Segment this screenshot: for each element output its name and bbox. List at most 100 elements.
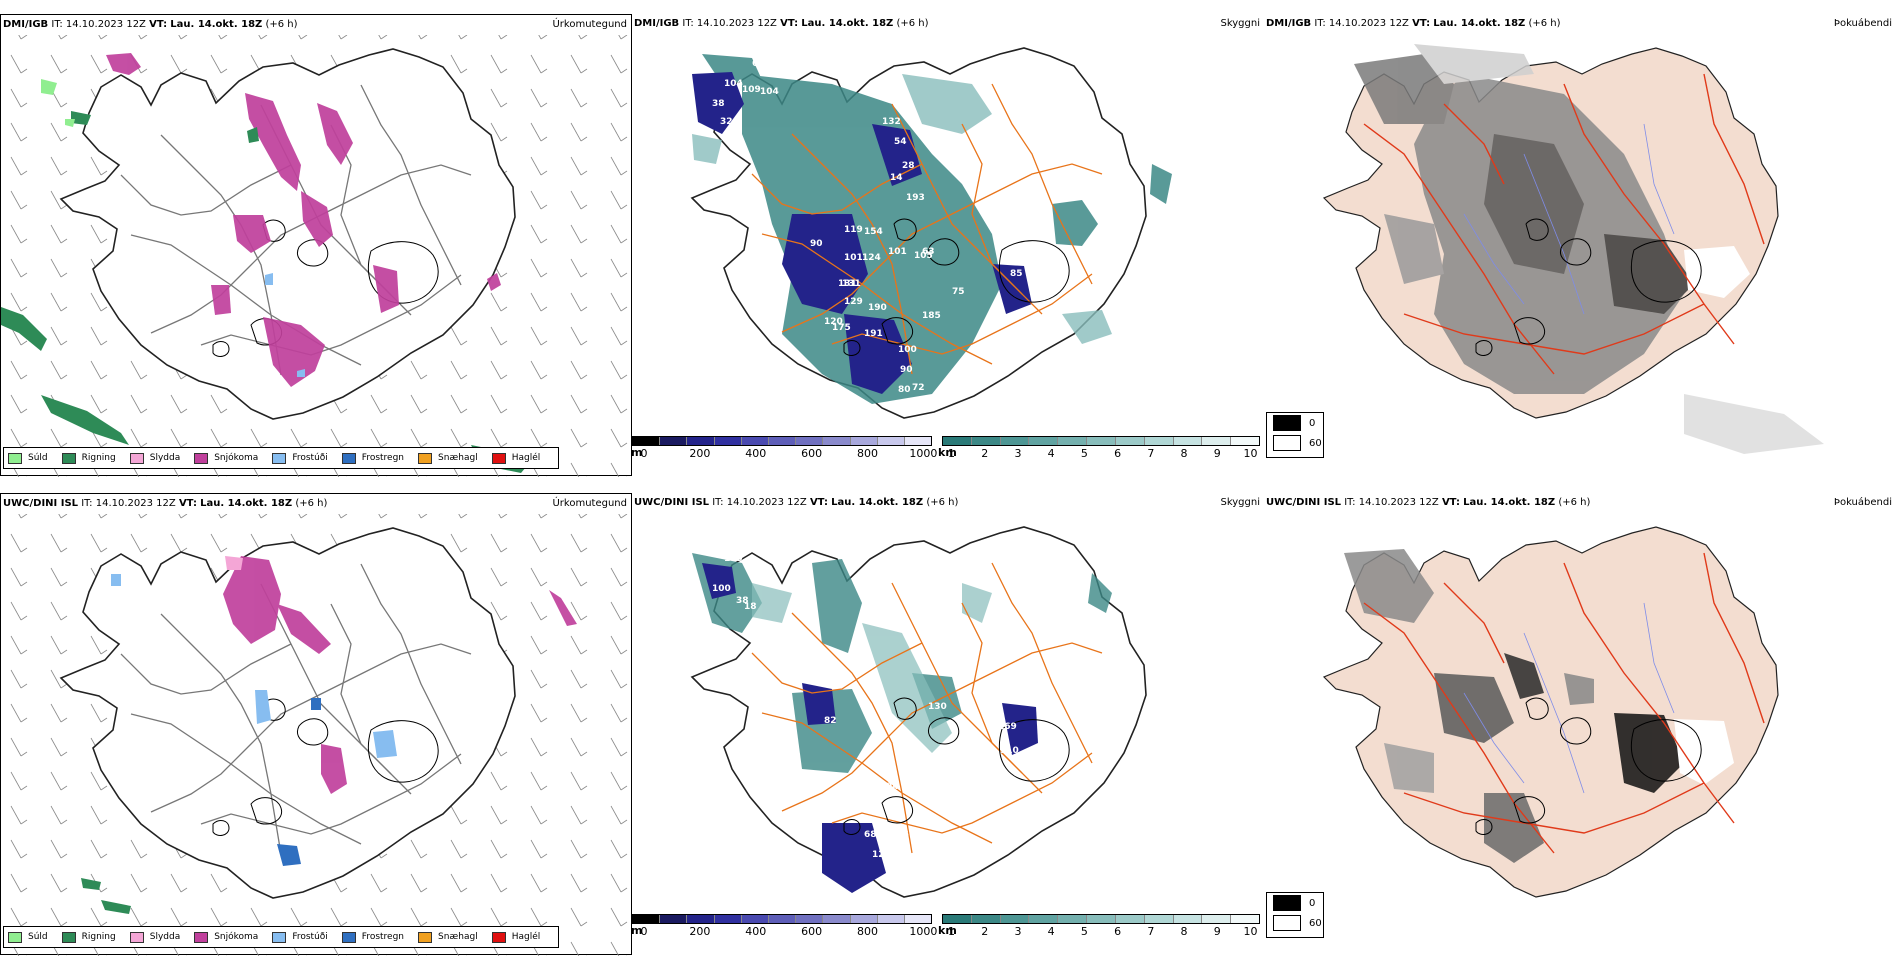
legend-label: Rigning	[81, 453, 116, 463]
cloud-base-label: 124	[862, 253, 881, 263]
lead-time: (+6 h)	[265, 19, 298, 30]
colorbar-swatch	[904, 437, 932, 445]
cloud-base-label: 100	[712, 584, 731, 594]
vt-value: Lau. 14.okt. 18Z	[801, 18, 894, 29]
colorbar-swatch	[1115, 915, 1145, 923]
legend-label: Snjókoma	[214, 453, 259, 463]
fog-legend-label: 0	[1309, 897, 1316, 909]
colorbar-swatch	[1029, 915, 1059, 923]
legend-item: Rigning	[61, 452, 116, 464]
cloud-base-label: 166	[890, 830, 909, 840]
legend-label: Súld	[28, 932, 48, 942]
fog-legend-swatch	[1273, 435, 1301, 451]
colorbar-swatch	[1115, 437, 1145, 445]
legend-swatch	[61, 452, 76, 464]
vt-label: VT:	[780, 18, 799, 29]
precip-map	[1, 35, 633, 477]
cloud-base-label: 82	[824, 716, 837, 726]
cloud-base-label: 72	[912, 383, 925, 393]
legend-swatch	[341, 931, 356, 943]
colorbar-swatch	[796, 437, 824, 445]
fog-legend-item: 0	[1267, 413, 1323, 433]
colorbar-tick-label: 4	[1047, 925, 1055, 938]
it-label: IT:	[712, 497, 724, 508]
panel-header: DMI/IGB IT: 14.10.2023 12Z VT: Lau. 14.o…	[1266, 18, 1892, 29]
fog-legend-swatch	[1273, 415, 1301, 431]
legend-swatch	[341, 452, 356, 464]
cloud-base-label: 131	[842, 279, 861, 289]
legend-item: Slydda	[129, 931, 180, 943]
model-name: DMI/IGB	[3, 19, 49, 30]
cloud-base-label: 28	[902, 161, 915, 171]
cloud-base-label: 94	[886, 782, 899, 792]
cloud-base-label: 129	[844, 297, 863, 307]
colorbar-tick-label: 10	[1243, 925, 1258, 938]
cloud-base-label: 104	[724, 79, 743, 89]
legend-label: Snæhagl	[438, 932, 478, 942]
cloud-base-label: 193	[906, 193, 925, 203]
vt-label: VT:	[1412, 18, 1431, 29]
lead-time: (+6 h)	[1558, 497, 1591, 508]
model-name: DMI/IGB	[1266, 18, 1312, 29]
colorbar-tick-label: 400	[745, 447, 767, 460]
visibility-colorbar-top: 1 2 3 4 5 6 7 8 9 10 km	[938, 436, 1260, 460]
legend-label: Slydda	[149, 453, 181, 463]
it-label: IT:	[81, 498, 93, 509]
legend-item: Frostregn	[341, 452, 405, 464]
legend-label: Haglél	[511, 453, 541, 463]
colorbar-tick-label: 0	[640, 925, 648, 938]
fog-legend-item: 0	[1267, 893, 1323, 913]
model-name: UWC/DINI ISL	[634, 497, 710, 508]
colorbar-swatch	[660, 915, 688, 923]
legend-item: Haglél	[491, 931, 540, 943]
fog-legend-top: 0 60	[1266, 412, 1324, 458]
legend-label: Frostúði	[292, 453, 328, 463]
colorbar-tick-label: 5	[1080, 925, 1088, 938]
cloud-base-colorbar-bottom: 0 200 400 600 800 1000 m	[631, 914, 937, 938]
cloud-base-label: 75	[952, 287, 965, 297]
colorbar-tick-label: 2	[981, 447, 989, 460]
fog-legend-item: 60	[1267, 913, 1323, 933]
legend-item: Súld	[8, 452, 48, 464]
legend-label: Súld	[28, 453, 48, 463]
fog-legend-swatch	[1273, 895, 1301, 911]
it-value: 14.10.2023 12Z	[726, 497, 807, 508]
colorbar-swatch	[1087, 915, 1116, 923]
lead-time: (+6 h)	[295, 498, 328, 509]
vt-value: Lau. 14.okt. 18Z	[1433, 18, 1526, 29]
colorbar-swatch	[768, 915, 797, 923]
cloud-base-label: 104	[760, 87, 779, 97]
fog-map	[1323, 526, 1779, 898]
colorbar-swatch	[1000, 915, 1030, 923]
cloud-base-label: 185	[922, 311, 941, 321]
cloud-base-label: 169	[998, 722, 1017, 732]
panel-title: Þokuábendi	[1833, 18, 1892, 29]
colorbar-swatch	[904, 915, 932, 923]
colorbar-tick-label: 7	[1147, 447, 1155, 460]
colorbar-swatch	[943, 915, 972, 923]
cloud-base-label: 109	[742, 85, 761, 95]
cloud-base-label: 80	[898, 385, 911, 395]
colorbar-tick-label: 9	[1213, 447, 1221, 460]
colorbar-swatch	[1173, 437, 1203, 445]
cloud-base-label: 117	[850, 664, 869, 674]
cloud-base-label: 44	[898, 864, 911, 874]
legend-swatch	[418, 452, 433, 464]
legend-label: Frostúði	[292, 932, 328, 942]
colorbar-swatch	[877, 437, 905, 445]
legend-item: Frostúði	[272, 931, 328, 943]
precip-legend: Súld Rigning Slydda Snjókoma Frostúði Fr…	[3, 926, 560, 948]
legend-item: Snæhagl	[418, 931, 478, 943]
panel-header: UWC/DINI ISL IT: 14.10.2023 12Z VT: Lau.…	[3, 498, 627, 509]
model-name: UWC/DINI ISL	[1266, 497, 1342, 508]
legend-item: Rigning	[61, 931, 116, 943]
colorbar-unit: m	[631, 924, 643, 937]
legend-label: Frostregn	[361, 453, 405, 463]
vt-value: Lau. 14.okt. 18Z	[170, 19, 263, 30]
legend-item: Súld	[8, 931, 48, 943]
colorbar-tick-label: 3	[1014, 925, 1022, 938]
panel-title: Úrkomutegund	[552, 498, 627, 509]
colorbar-tick-label: 400	[745, 925, 767, 938]
colorbar-swatch	[741, 437, 769, 445]
colorbar-swatch	[1202, 915, 1232, 923]
